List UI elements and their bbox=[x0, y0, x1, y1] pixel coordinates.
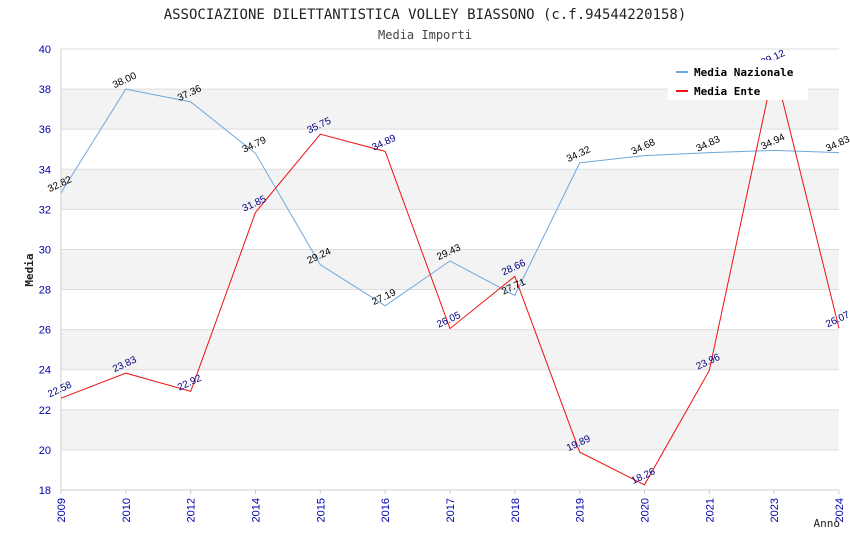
x-tick-label: 2012 bbox=[186, 498, 198, 522]
x-tick-label: 2015 bbox=[315, 498, 327, 522]
x-tick-label: 2020 bbox=[640, 498, 652, 522]
data-label: 34.83 bbox=[824, 134, 850, 155]
x-tick-label: 2010 bbox=[121, 498, 133, 522]
x-tick-label: 2018 bbox=[510, 498, 522, 522]
chart-legend: Media Nazionale Media Ente bbox=[668, 60, 808, 100]
x-tick-label: 2017 bbox=[445, 498, 457, 522]
data-label: 34.94 bbox=[759, 132, 787, 153]
x-tick-label: 2021 bbox=[704, 498, 716, 522]
legend-label: Media Nazionale bbox=[694, 66, 794, 79]
legend-background bbox=[668, 60, 808, 100]
series-lines bbox=[60, 66, 840, 486]
x-axis-ticks: 2009 2010 2012 2014 2015 2016 2017 2018 2019 2020… bbox=[56, 490, 846, 522]
y-axis-ticks: 18 20 22 24 26 28 30 32 34 36 38 40 bbox=[39, 44, 51, 497]
series-line-media-ente bbox=[60, 66, 840, 486]
chart-title: ASSOCIAZIONE DILETTANTISTICA VOLLEY BIAS… bbox=[164, 7, 687, 23]
data-label: 22.92 bbox=[176, 373, 204, 394]
data-label: 34.89 bbox=[370, 133, 398, 154]
y-tick-label: 24 bbox=[39, 365, 51, 377]
grid-band bbox=[61, 169, 839, 210]
data-label: 18.26 bbox=[630, 466, 658, 487]
x-tick-label: 2014 bbox=[251, 498, 263, 522]
y-tick-label: 38 bbox=[39, 84, 51, 96]
x-tick-label: 2023 bbox=[769, 498, 781, 522]
y-tick-label: 34 bbox=[39, 164, 51, 176]
data-label: 34.83 bbox=[695, 134, 723, 155]
series-line-media-nazionale bbox=[60, 88, 840, 307]
x-axis-label: Anno bbox=[814, 517, 841, 530]
grid-band bbox=[61, 249, 839, 290]
data-label: 22.58 bbox=[46, 379, 74, 400]
y-tick-label: 18 bbox=[39, 485, 51, 497]
data-label: 38.00 bbox=[111, 70, 139, 91]
grid-band bbox=[61, 329, 839, 370]
y-tick-label: 30 bbox=[39, 244, 51, 256]
y-axis-label: Media bbox=[23, 253, 36, 286]
y-tick-label: 40 bbox=[39, 44, 51, 56]
data-label: 26.07 bbox=[824, 309, 850, 330]
y-tick-label: 22 bbox=[39, 405, 51, 417]
y-tick-label: 20 bbox=[39, 445, 51, 457]
grid-band bbox=[61, 409, 839, 450]
legend-label: Media Ente bbox=[694, 85, 761, 98]
x-tick-label: 2024 bbox=[834, 498, 846, 522]
y-tick-label: 32 bbox=[39, 204, 51, 216]
grid-bands bbox=[61, 89, 839, 450]
x-tick-label: 2019 bbox=[575, 498, 587, 522]
y-tick-label: 36 bbox=[39, 124, 51, 136]
y-tick-label: 28 bbox=[39, 285, 51, 297]
y-tick-label: 26 bbox=[39, 325, 51, 337]
data-label: 34.68 bbox=[630, 137, 658, 158]
x-tick-label: 2009 bbox=[56, 498, 68, 522]
x-tick-label: 2016 bbox=[380, 498, 392, 522]
chart-subtitle: Media Importi bbox=[378, 28, 472, 42]
